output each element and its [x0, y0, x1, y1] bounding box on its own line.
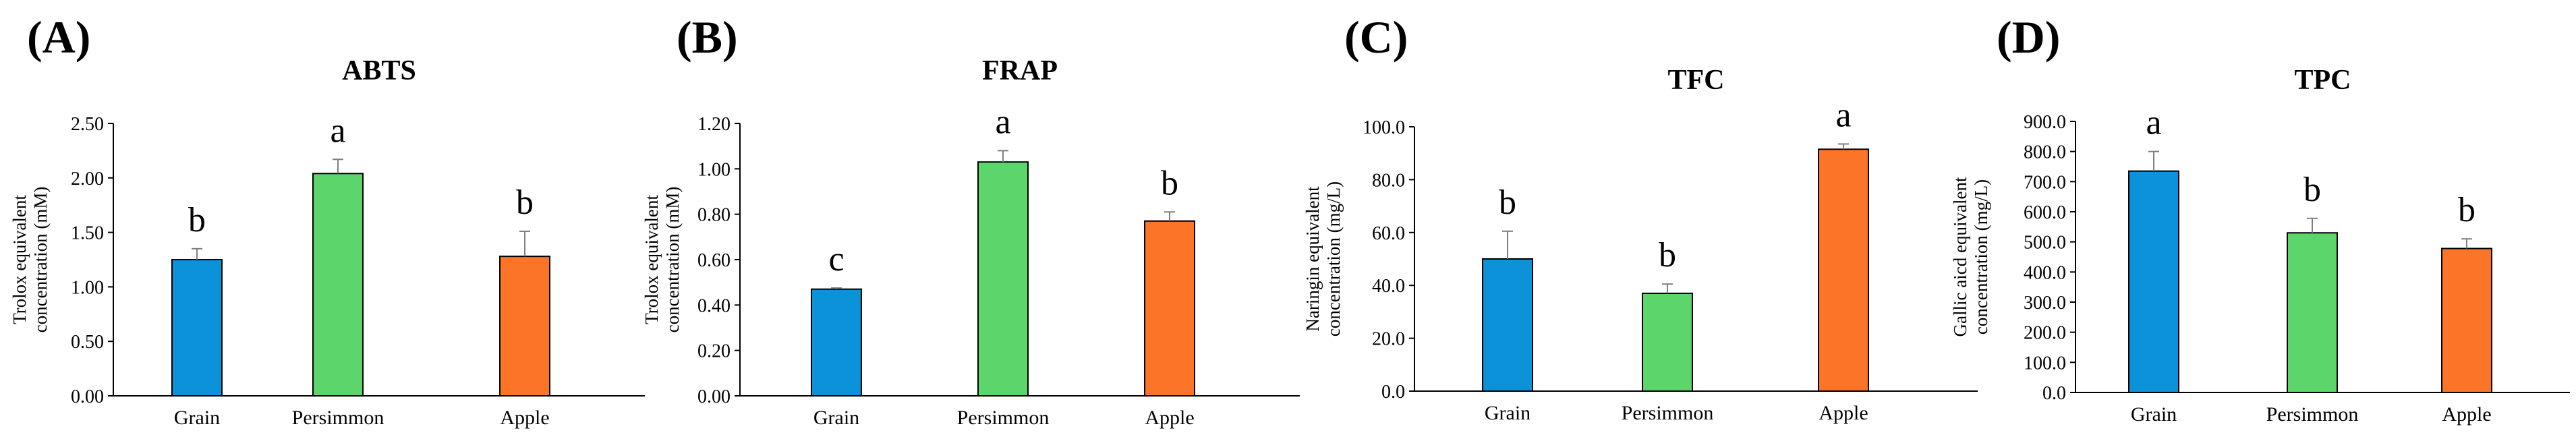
x-category-label: Apple — [1819, 402, 1868, 424]
bar — [977, 161, 1029, 397]
y-tick-label: 300.0 — [2024, 293, 2066, 314]
significance-letter: b — [516, 183, 534, 222]
y-tick-label: 400.0 — [2024, 262, 2066, 283]
y-tick-label: 900.0 — [2024, 112, 2066, 133]
y-tick-label: 1.00 — [697, 159, 731, 180]
bar — [1144, 220, 1195, 397]
chart-panel: (B) FRAP Trolox equivalent concentration (m… — [641, 11, 1300, 429]
significance-letter: b — [2458, 191, 2475, 229]
y-tick-label: 100.0 — [2024, 353, 2066, 374]
significance-letter: a — [1835, 96, 1851, 134]
y-tick-label: 1.00 — [71, 277, 104, 298]
chart-title: ABTS — [342, 55, 416, 86]
y-tick-label: 0.00 — [697, 386, 731, 407]
y-axis-title: concentration (mM) — [30, 187, 51, 333]
x-category-label: Grain — [1485, 402, 1530, 424]
y-tick-label: 800.0 — [2024, 142, 2066, 163]
y-axis-title: Trolox equivalent — [641, 195, 662, 324]
y-tick-label: 200.0 — [2024, 323, 2066, 344]
significance-letter: a — [995, 103, 1010, 141]
chart-title: TPC — [2295, 65, 2351, 96]
chart-title: TFC — [1668, 65, 1725, 96]
bar — [1818, 148, 1869, 392]
y-tick-label: 0.80 — [697, 205, 731, 226]
significance-letter: a — [330, 111, 345, 150]
y-tick-label: 0.0 — [2042, 383, 2066, 404]
y-tick-label: 0.50 — [71, 332, 104, 353]
x-category-label: Persimmon — [957, 407, 1050, 429]
y-tick-label: 600.0 — [2024, 202, 2066, 223]
y-tick-label: 60.0 — [1372, 223, 1405, 244]
y-tick-label: 500.0 — [2024, 233, 2066, 254]
panel-label: (C) — [1344, 11, 1408, 63]
panel-label: (D) — [1997, 11, 2060, 63]
x-category-label: Apple — [500, 407, 549, 429]
x-category-label: Grain — [813, 407, 859, 429]
significance-letter: c — [828, 240, 844, 279]
chart-title: FRAP — [982, 55, 1058, 86]
x-category-label: Persimmon — [2266, 403, 2359, 426]
y-axis-title: concentration (mg/L) — [1323, 181, 1344, 336]
significance-letter: b — [1161, 164, 1178, 202]
x-category-label: Apple — [1145, 407, 1194, 429]
y-tick-label: 0.00 — [71, 386, 104, 407]
significance-letter: b — [1659, 236, 1676, 274]
significance-letter: b — [2303, 171, 2321, 209]
y-tick-label: 0.0 — [1381, 382, 1405, 403]
y-tick-label: 0.60 — [697, 250, 731, 271]
y-tick-label: 40.0 — [1372, 276, 1405, 297]
y-tick-label: 2.00 — [71, 169, 104, 189]
y-tick-label: 80.0 — [1372, 170, 1405, 191]
y-axis-title: Trolox equivalent — [9, 195, 30, 324]
y-axis-title: concentration (mM) — [662, 187, 683, 333]
bar — [2287, 232, 2338, 393]
bar — [1482, 258, 1533, 392]
y-axis-title: Gallic aicd equivalent — [1950, 177, 1970, 336]
bar — [1642, 292, 1693, 392]
x-category-label: Apple — [2442, 403, 2491, 426]
x-category-label: Grain — [2131, 403, 2177, 426]
y-tick-label: 2.50 — [71, 114, 104, 135]
bar — [499, 256, 550, 397]
y-tick-label: 1.20 — [697, 114, 731, 135]
y-tick-label: 1.50 — [71, 223, 104, 244]
y-tick-label: 0.20 — [697, 341, 731, 362]
panel-label: (B) — [677, 11, 738, 63]
y-tick-label: 100.0 — [1363, 117, 1405, 138]
chart-panel: (A) ABTS Trolox equivalent concentration (m… — [9, 11, 645, 429]
y-axis-title: concentration (mg/L) — [1971, 179, 1991, 334]
bar — [312, 173, 364, 397]
bar — [2441, 247, 2492, 394]
chart-panel: (D) TPC Gallic aicd equivalent concentratio… — [1950, 11, 2570, 426]
bar — [2128, 170, 2179, 393]
x-category-label: Persimmon — [292, 407, 384, 429]
significance-letter: b — [188, 201, 206, 239]
y-tick-label: 20.0 — [1372, 329, 1405, 350]
chart-panel: (C) TFC Naringin equivalent concentration (… — [1303, 11, 1978, 424]
panel-label: (A) — [27, 11, 90, 63]
y-tick-label: 700.0 — [2024, 172, 2066, 193]
bar — [171, 259, 223, 397]
significance-letter: b — [1499, 183, 1516, 222]
x-category-label: Grain — [174, 407, 220, 429]
significance-letter: a — [2146, 104, 2161, 142]
y-axis-title: Naringin equivalent — [1303, 186, 1323, 332]
x-category-label: Persimmon — [1622, 402, 1714, 424]
y-tick-label: 0.40 — [697, 295, 731, 316]
bar — [811, 288, 862, 397]
